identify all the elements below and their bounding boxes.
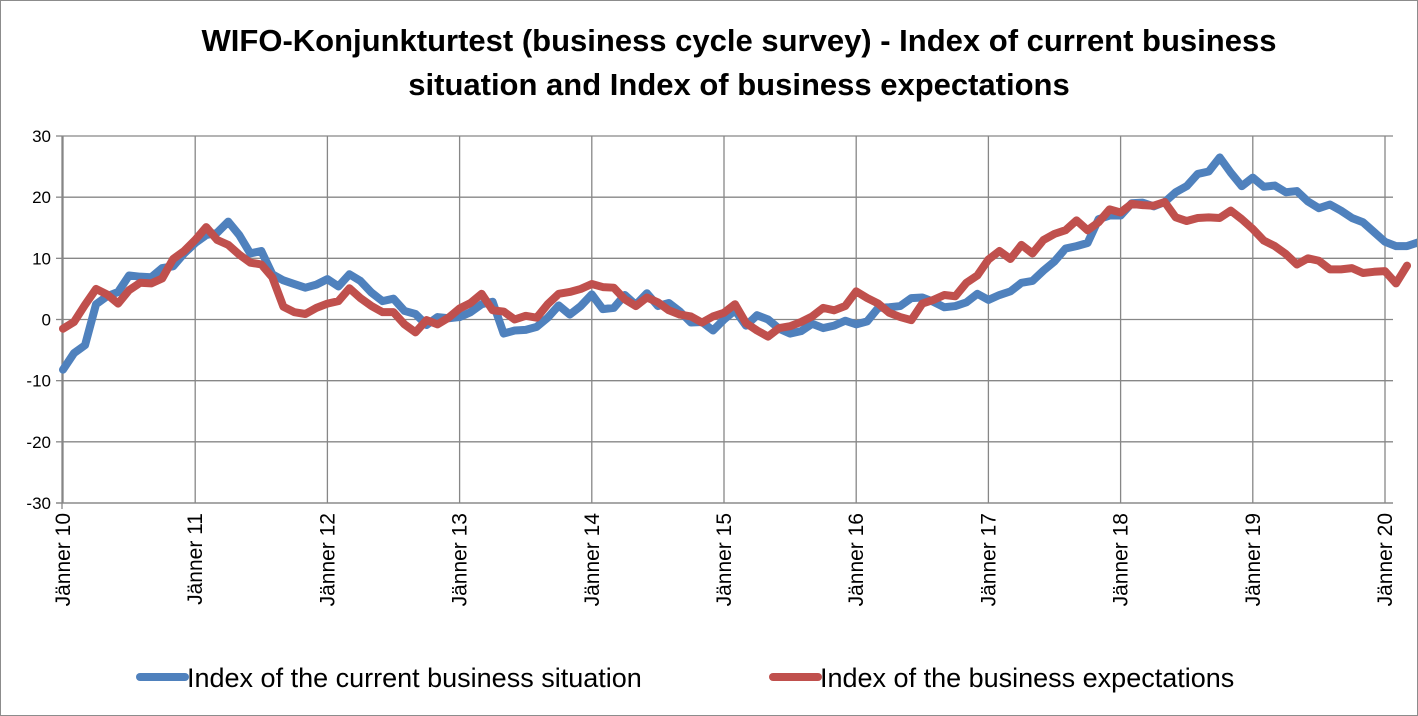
legend-label: Index of the current business situation	[187, 663, 642, 693]
chart-title-line: WIFO-Konjunkturtest (business cycle surv…	[202, 23, 1277, 58]
legend: Index of the current business situation I…	[136, 663, 1234, 693]
x-tick-label: Jänner 20	[1374, 513, 1397, 606]
y-tick-label: 10	[32, 249, 51, 268]
series-lines	[59, 153, 1417, 374]
x-tick-label: Jänner 16	[845, 513, 868, 606]
y-tick-label: 0	[42, 311, 51, 330]
x-tick-label: Jänner 10	[52, 513, 75, 606]
series-line-current-business-situation	[59, 153, 1417, 374]
y-axis: 30 20 10 0 -10 -20 -30	[26, 127, 51, 513]
y-tick-label: -20	[26, 433, 51, 452]
x-tick-label: Jänner 12	[316, 513, 339, 606]
y-tick-label: -30	[26, 494, 51, 513]
y-tick-label: -10	[26, 372, 51, 391]
y-tick-label: 30	[32, 127, 51, 146]
series-line-business-expectations	[59, 198, 1412, 341]
x-tick-label: Jänner 13	[449, 513, 472, 606]
x-tick-label: Jänner 18	[1110, 513, 1133, 606]
x-tick-label: Jänner 19	[1242, 513, 1265, 606]
chart-title: WIFO-Konjunkturtest (business cycle surv…	[202, 23, 1277, 102]
legend-label: Index of the business expectations	[820, 663, 1234, 693]
x-tick-label: Jänner 11	[184, 513, 207, 605]
x-tick-label: Jänner 17	[977, 513, 1000, 606]
chart-title-line: situation and Index of business expectat…	[408, 67, 1069, 102]
x-tick-label: Jänner 15	[713, 513, 736, 606]
x-tick-label: Jänner 14	[581, 513, 604, 607]
x-axis: Jänner 10 Jänner 11 Jänner 12 Jänner 13 Jänn…	[52, 513, 1397, 607]
y-tick-label: 20	[32, 188, 51, 207]
